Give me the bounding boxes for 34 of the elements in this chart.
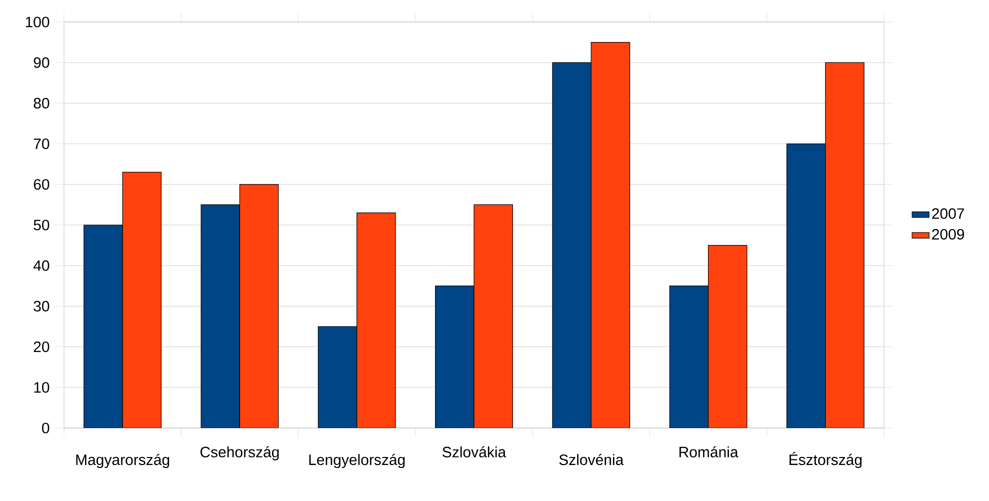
bar [84,225,123,428]
x-tick-label: Lengyelország [309,454,405,468]
bar [122,172,162,428]
y-tick-label: 40 [33,260,50,271]
bar [200,204,240,428]
x-tick-label: Csehország [200,446,279,460]
bar [786,143,826,428]
y-tick-label: 80 [34,98,50,108]
bar [552,62,592,428]
y-tick-label: 0 [42,422,50,434]
y-tick-label: 20 [34,341,50,352]
bar [708,244,748,428]
y-tick-label: 10 [34,382,50,393]
y-tick-label: 50 [34,220,50,230]
y-tick-label: 60 [34,179,50,190]
bar [825,62,864,428]
bar [435,286,474,428]
bar [474,204,513,428]
y-tick-label: 90 [34,57,50,68]
y-tick-label: 70 [34,138,50,150]
x-tick-label: Szlovénia [559,454,624,466]
x-tick-label: Észtország [790,452,862,468]
x-tick-label: Magyarország [76,454,170,468]
y-tick-label: 30 [34,300,50,312]
bar [590,42,630,428]
x-tick-label: Szlovákia [442,446,506,458]
x-tick-label: Románia [680,446,738,458]
legend-label: 2009 [932,228,964,240]
bar [669,286,709,428]
y-tick-label: 100 [26,16,50,28]
bar [318,326,358,428]
legend-label: 2007 [932,208,964,219]
bar [356,212,396,428]
bar [239,184,279,428]
